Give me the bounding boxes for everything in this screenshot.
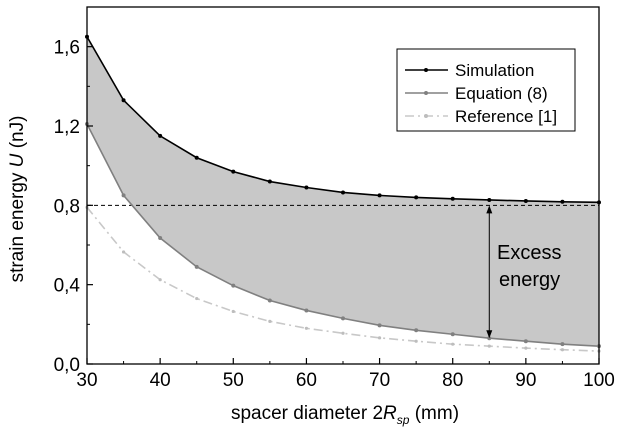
series-point-simulation [121,98,126,103]
y-tick-label: 0,0 [54,355,80,376]
series-point-reference-1 [524,346,528,350]
series-point-reference-1 [158,278,162,282]
x-tick-label: 80 [442,370,463,391]
y-tick-label: 0,4 [54,276,81,297]
series-point-simulation [267,179,272,184]
series-point-reference-1 [341,331,345,335]
series-point-simulation [414,195,419,200]
legend: Simulation Equation (8) Reference [1] [396,48,576,132]
series-point-reference-1 [121,250,126,254]
y-axis-label: strain energy U (nJ) [7,116,28,283]
series-point-equation-8 [523,339,528,344]
series-point-simulation [231,169,236,174]
axes-layer: 30 40 50 60 70 80 90 100 0,0 0,4 0,8 1,2 1,6 [54,6,615,391]
series-point-simulation [450,196,455,201]
series-point-reference-1 [268,319,272,323]
legend-marker-reference-1 [424,114,428,118]
x-tick-label: 100 [583,370,615,391]
shaded-region [87,36,599,347]
series-point-reference-1 [304,326,309,330]
series-point-reference-1 [487,344,491,348]
series-point-equation-8 [341,316,345,321]
series-point-simulation [304,185,309,190]
series-point-equation-8 [560,342,565,347]
series-point-equation-8 [377,323,382,328]
annotation-text-line1: Excess [497,242,561,264]
series-point-reference-1 [231,309,235,314]
series-point-simulation [377,193,382,198]
legend-marker-equation-8 [424,91,428,95]
series-point-equation-8 [450,332,455,337]
annotation-arrow-head-bottom [486,330,493,339]
series-point-equation-8 [414,328,419,333]
series-point-equation-8 [194,264,199,269]
x-axis-label: spacer diameter 2Rsp (mm) [231,403,459,427]
series-layer [85,34,601,353]
legend-label-simulation: Simulation [455,61,534,80]
series-point-reference-1 [195,296,199,301]
series-point-simulation [523,198,528,203]
series-point-reference-1 [451,342,455,346]
y-tick-label: 1,6 [54,38,80,59]
legend-label-reference-1: Reference [1] [455,107,557,126]
annotation-text-line2: energy [499,269,560,291]
legend-marker-simulation [424,68,428,72]
series-point-reference-1 [377,336,382,340]
x-tick-label: 50 [223,370,244,391]
x-tick-label: 70 [369,370,390,391]
x-tick-label: 30 [76,370,97,391]
y-tick-label: 1,2 [54,117,80,138]
series-line-reference-1 [86,206,600,352]
series-point-simulation [560,199,565,204]
series-point-simulation [487,197,492,202]
excess-energy-region [87,36,599,347]
x-tick-label: 40 [150,370,171,391]
x-tick-label: 90 [515,370,536,391]
series-point-equation-8 [267,298,272,303]
x-tick-label: 60 [296,370,317,391]
series-point-equation-8 [304,308,309,313]
legend-label-equation-8: Equation (8) [455,84,548,103]
y-tick-label: 0,8 [54,196,80,217]
series-point-simulation [341,190,345,195]
series-point-simulation [158,133,163,138]
series-point-equation-8 [231,283,236,288]
series-point-reference-1 [560,348,565,352]
annotation-layer [486,205,493,339]
series-point-simulation [194,155,199,160]
series-point-reference-1 [414,339,418,343]
series-point-equation-8 [121,193,126,198]
series-point-equation-8 [158,236,163,241]
annotation-arrow-head-top [486,205,493,214]
